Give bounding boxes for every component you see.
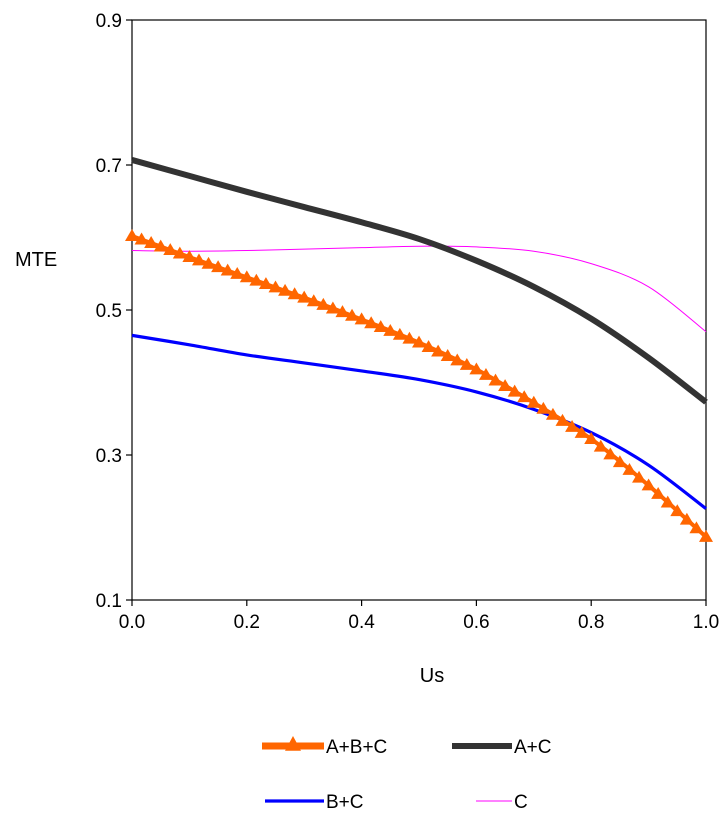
series-marker — [239, 270, 254, 283]
series-layer — [125, 157, 713, 542]
series-marker — [507, 384, 522, 397]
series-marker — [125, 229, 139, 241]
series-line — [131, 333, 707, 510]
series-marker — [488, 373, 503, 386]
series-c — [131, 245, 707, 333]
y-tick-label: 0.5 — [96, 301, 122, 322]
series-marker — [392, 327, 407, 340]
x-tick-label: 0.8 — [578, 612, 604, 633]
x-axis-title: Us — [420, 665, 444, 687]
legend-item: A+C — [452, 737, 552, 758]
legend-label: A+C — [514, 737, 552, 758]
series-marker — [345, 308, 360, 321]
x-tick-label: 0.6 — [463, 612, 489, 633]
series-marker — [172, 246, 187, 259]
series-marker — [622, 462, 637, 475]
series-marker — [297, 290, 312, 303]
x-tick-label: 1.0 — [693, 612, 719, 633]
series-marker — [383, 324, 398, 336]
x-axis: 0.0 0.2 0.4 0.6 0.8 1.0 — [119, 600, 719, 633]
series-marker — [230, 266, 245, 279]
series-marker — [249, 273, 264, 286]
series-a-plus-b-plus-c — [125, 229, 713, 542]
series-b-plus-c — [131, 333, 707, 510]
series-marker — [201, 256, 216, 269]
series-marker — [459, 357, 474, 370]
series-marker — [316, 297, 331, 310]
y-axis-title: MTE — [15, 249, 57, 271]
series-marker — [526, 395, 541, 408]
series-marker — [278, 283, 293, 296]
series-marker — [268, 280, 283, 293]
y-tick-label: 0.1 — [96, 591, 122, 612]
series-marker — [545, 407, 560, 420]
series-marker — [220, 263, 235, 276]
legend: A+B+C A+C B+C C — [262, 736, 552, 813]
series-marker — [258, 277, 273, 290]
legend-label: C — [514, 792, 528, 813]
series-marker — [593, 439, 608, 452]
y-tick-label: 0.7 — [96, 156, 122, 177]
legend-item: C — [476, 792, 528, 813]
series-marker — [536, 401, 551, 414]
series-marker — [689, 521, 704, 534]
series-marker — [211, 260, 226, 273]
x-tick-label: 0.0 — [119, 612, 145, 633]
series-marker — [555, 413, 570, 426]
series-marker — [306, 294, 321, 307]
series-marker — [517, 390, 532, 403]
series-marker — [421, 340, 436, 352]
series-marker — [670, 504, 685, 517]
legend-label: B+C — [326, 792, 364, 813]
series-marker — [612, 455, 627, 468]
legend-item: A+B+C — [262, 736, 387, 758]
series-marker — [402, 331, 417, 344]
series-marker — [191, 253, 206, 266]
series-marker — [641, 478, 656, 491]
y-axis: 0.1 0.3 0.5 0.7 0.9 — [96, 11, 132, 612]
plot-frame — [131, 19, 707, 601]
y-tick-label: 0.3 — [96, 446, 122, 467]
series-marker — [584, 432, 599, 444]
series-line — [131, 245, 707, 333]
series-marker — [182, 250, 197, 262]
series-marker — [335, 305, 350, 318]
series-marker — [325, 301, 340, 314]
series-marker — [134, 232, 149, 245]
series-marker — [679, 512, 694, 525]
series-marker — [469, 362, 484, 375]
series-marker — [440, 349, 455, 361]
series-marker — [412, 335, 426, 348]
x-tick-label: 0.4 — [348, 612, 375, 633]
series-marker — [287, 287, 302, 300]
x-tick-label: 0.2 — [234, 612, 260, 633]
series-a-plus-c — [131, 157, 708, 405]
series-marker — [478, 368, 493, 380]
series-marker — [450, 353, 465, 366]
series-marker — [660, 495, 675, 508]
series-marker — [431, 344, 446, 357]
series-marker — [354, 312, 369, 325]
legend-marker — [285, 736, 301, 751]
series-marker — [603, 447, 618, 460]
plot-area — [131, 19, 707, 601]
series-marker — [699, 529, 713, 542]
series-marker — [498, 379, 513, 392]
series-marker — [144, 236, 159, 248]
series-marker — [632, 470, 647, 483]
series-marker — [373, 320, 388, 333]
legend-label: A+B+C — [326, 737, 387, 758]
series-marker — [163, 243, 178, 255]
legend-item: B+C — [265, 792, 364, 813]
series-marker — [565, 419, 580, 432]
series-marker — [364, 316, 379, 329]
series-marker — [153, 239, 168, 252]
series-line — [131, 157, 708, 405]
y-tick-label: 0.9 — [96, 11, 122, 32]
series-marker — [574, 426, 589, 438]
series-marker — [651, 487, 666, 499]
